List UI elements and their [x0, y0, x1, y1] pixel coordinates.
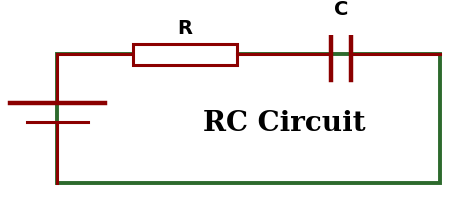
Bar: [133, 44, 237, 65]
Text: R: R: [177, 19, 192, 38]
Bar: [57, 54, 440, 183]
Text: C: C: [334, 0, 348, 19]
Text: RC Circuit: RC Circuit: [203, 110, 365, 137]
